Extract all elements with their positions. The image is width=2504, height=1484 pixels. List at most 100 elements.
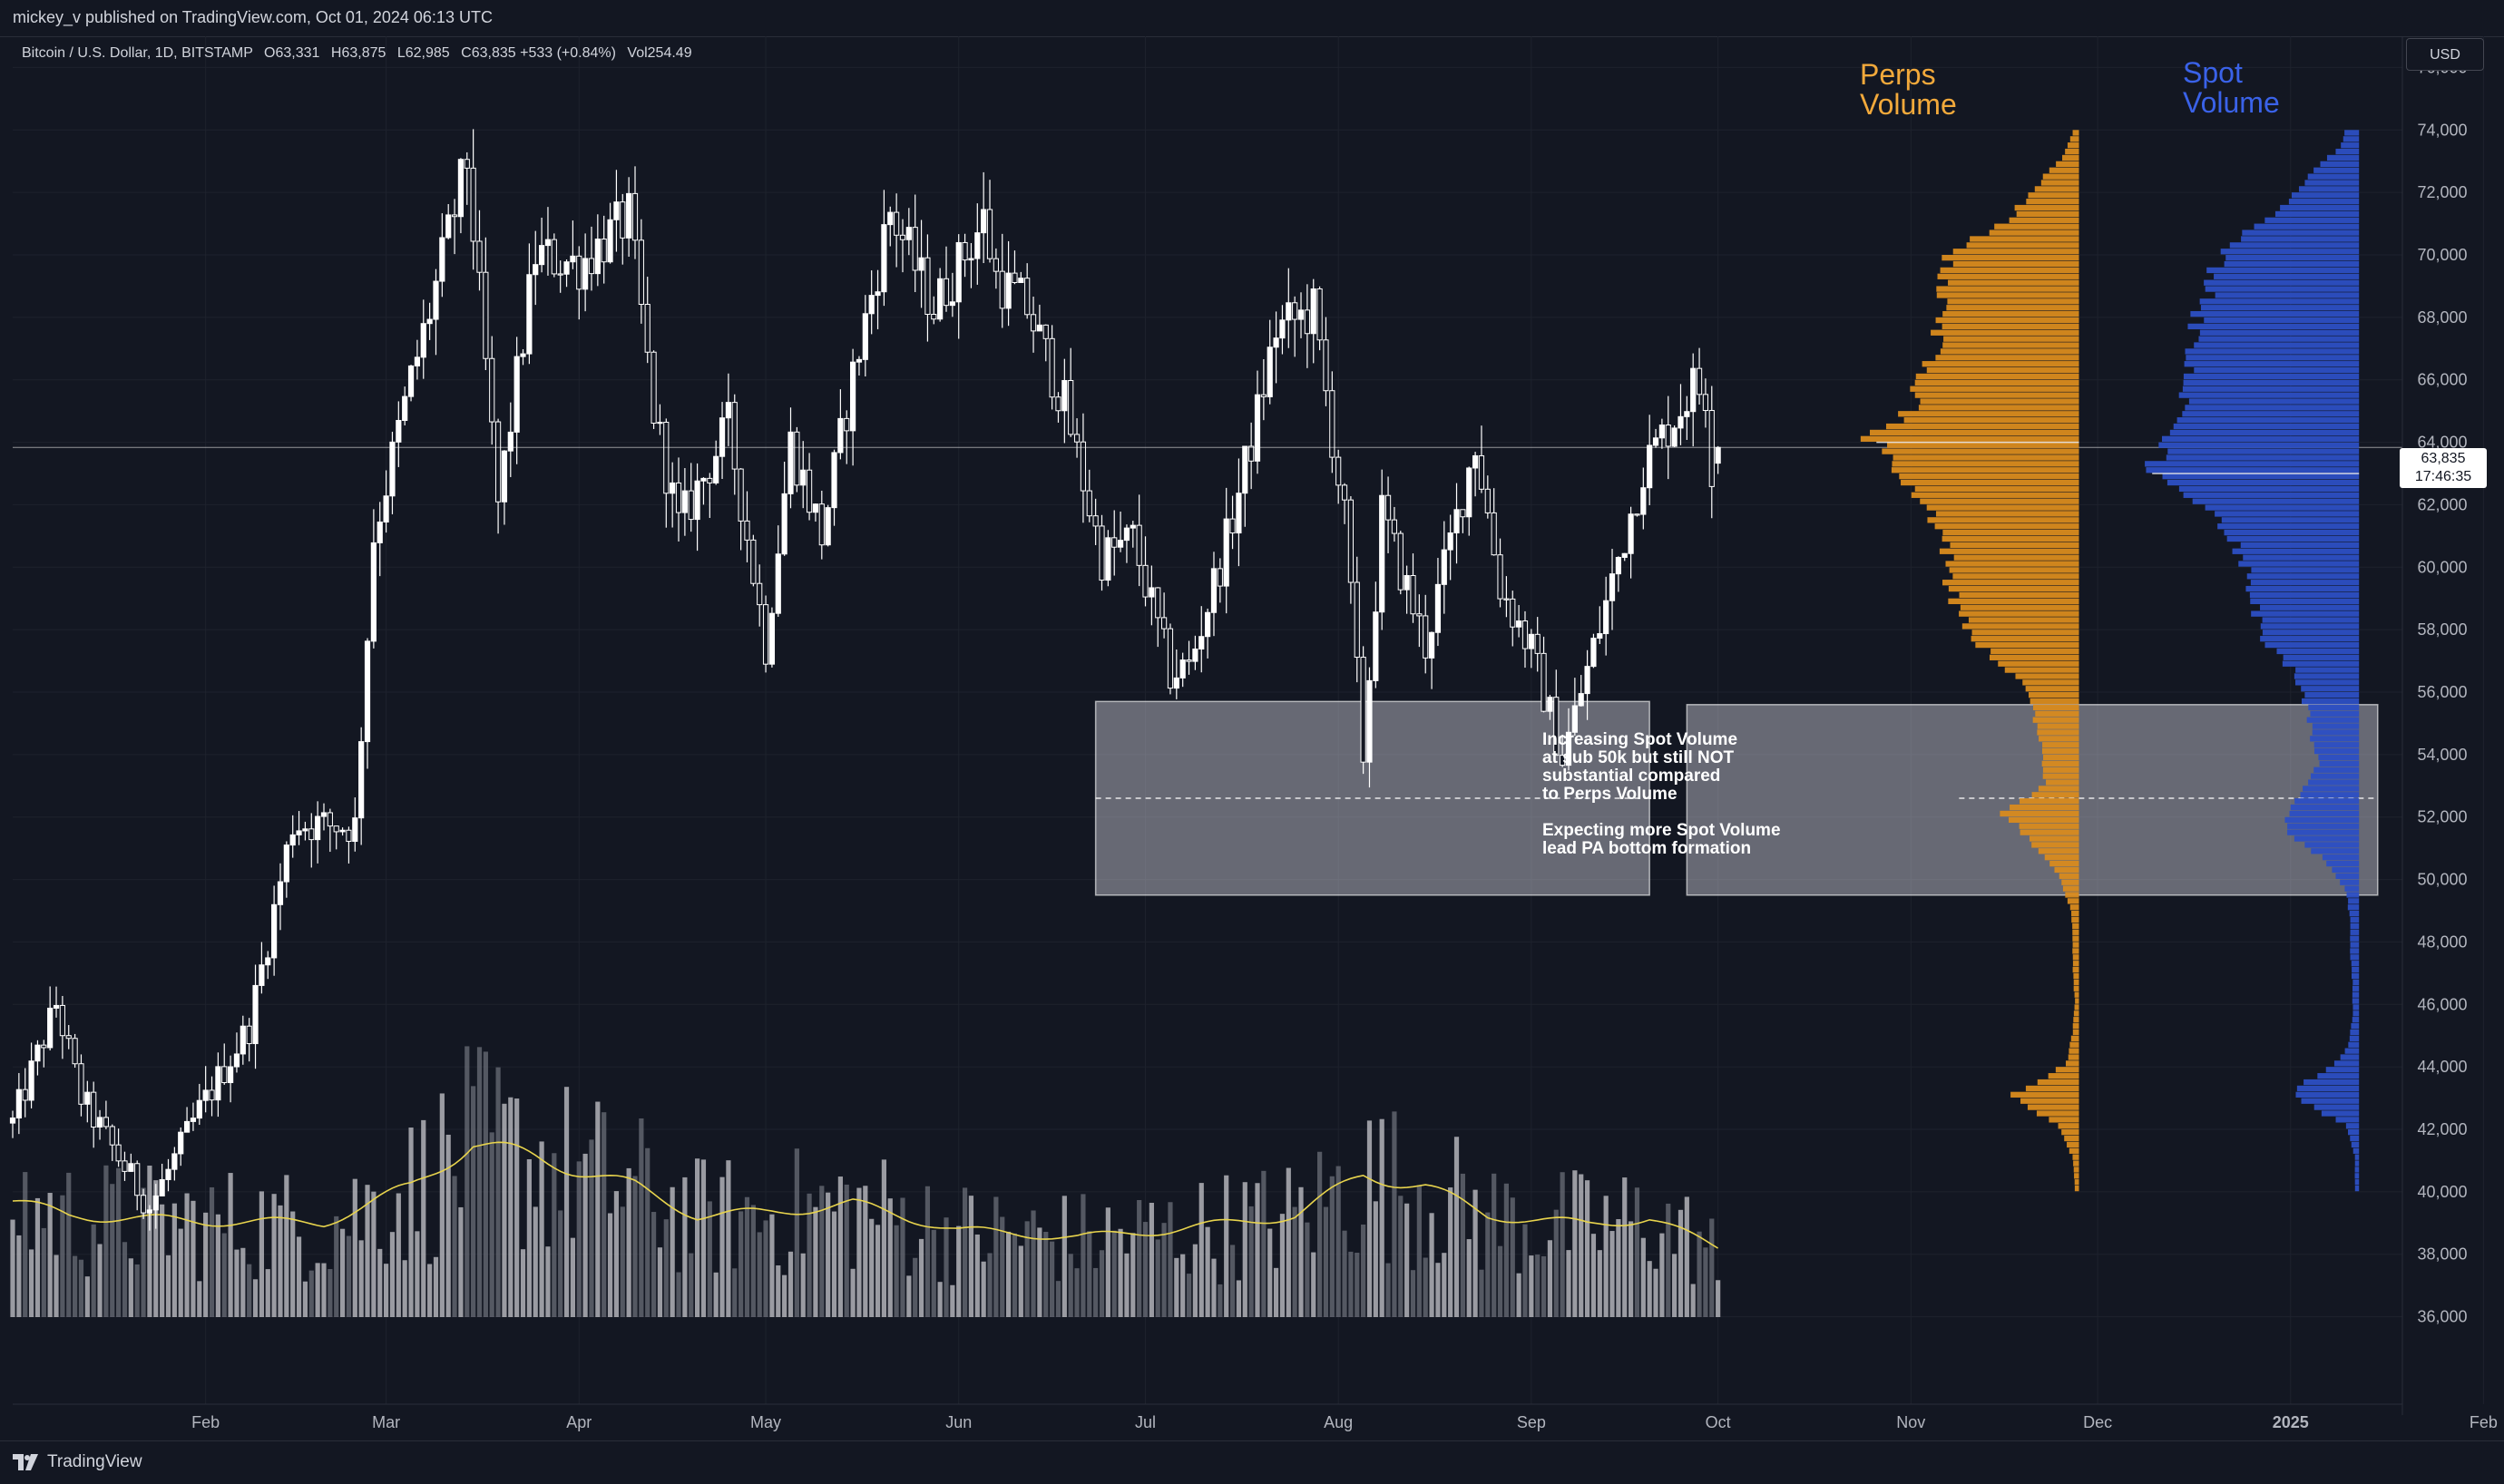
volume-bar	[700, 1159, 707, 1317]
candle-body	[844, 417, 850, 432]
volume-profile-bar	[2333, 1060, 2360, 1067]
volume-profile-bar	[2350, 929, 2360, 935]
candle-body	[1491, 512, 1497, 556]
candle-body	[1018, 278, 1024, 283]
volume-bar	[1031, 1210, 1036, 1317]
candle-body	[146, 1209, 153, 1214]
volume-bar	[408, 1128, 414, 1317]
candle-body	[1198, 636, 1205, 650]
candle-body	[781, 493, 787, 555]
candle-body	[327, 812, 333, 827]
candle-body	[986, 209, 993, 259]
candle-body	[494, 421, 502, 503]
volume-profile-bar	[2146, 467, 2360, 474]
volume-profile-bar	[2232, 548, 2360, 554]
volume-bar	[552, 1153, 557, 1317]
open-label: O	[264, 45, 276, 61]
candle-body	[165, 1168, 171, 1180]
annotation-text-2: Expecting more Spot Volume lead PA botto…	[1542, 821, 1781, 858]
volume-profile-bar	[2354, 1167, 2360, 1173]
volume-profile-bar	[2071, 911, 2079, 917]
candle-body	[837, 417, 844, 454]
candle-body	[1273, 337, 1279, 348]
candle-body	[159, 1178, 165, 1196]
volume-bar	[1087, 1231, 1092, 1317]
candle-body	[1472, 454, 1479, 469]
volume-profile-bar	[1935, 355, 2079, 361]
candle-body	[1142, 564, 1149, 598]
volume-profile-bar	[2317, 1073, 2360, 1079]
volume-bar	[1497, 1245, 1503, 1317]
candle-body	[190, 1118, 197, 1122]
volume-profile-bar	[2352, 1017, 2360, 1023]
volume-profile-bar	[2294, 673, 2360, 679]
candle-body	[1099, 525, 1105, 581]
volume-profile-bar	[2206, 267, 2360, 274]
volume-bar	[483, 1051, 488, 1317]
volume-bar	[1572, 1170, 1578, 1317]
volume-profile-bar	[2074, 1185, 2079, 1192]
volume-profile-bar	[2042, 773, 2079, 779]
open-value: 63,331	[275, 45, 320, 61]
candle-body	[1397, 532, 1404, 591]
volume-profile-bar	[1966, 242, 2079, 249]
volume-bar	[1535, 1255, 1541, 1317]
volume-profile-bar	[1911, 492, 2079, 498]
candle-body	[576, 255, 582, 290]
tradingview-logo[interactable]: TradingView	[13, 1452, 142, 1472]
volume-bar	[122, 1242, 128, 1317]
candle-body	[252, 984, 259, 1045]
volume-profile-bar	[2199, 298, 2360, 305]
candle-body	[912, 227, 918, 271]
candle-body	[1578, 693, 1584, 707]
volume-profile-bar	[1936, 292, 2079, 298]
volume-bar	[191, 1200, 196, 1317]
volume-bar	[23, 1172, 28, 1317]
candle-body	[588, 258, 595, 275]
volume-bar	[165, 1255, 171, 1317]
candle-body	[631, 192, 639, 241]
candle-body	[544, 239, 552, 247]
volume-profile-bar	[2310, 773, 2360, 779]
volume-bar	[981, 1261, 986, 1317]
volume-bar	[1442, 1253, 1447, 1317]
candle-body	[1036, 324, 1043, 332]
price-tick-label: 36,000	[2417, 1308, 2467, 1326]
volume-profile-bar	[2042, 766, 2079, 773]
volume-bar	[1361, 1224, 1366, 1317]
volume-profile-bar	[2242, 229, 2360, 236]
volume-bar	[252, 1279, 259, 1317]
volume-profile-bar	[2301, 1098, 2360, 1104]
volume-bar	[209, 1186, 215, 1317]
candle-body	[233, 1053, 240, 1068]
candle-body	[53, 1004, 60, 1009]
price-tick-label: 38,000	[2417, 1245, 2467, 1264]
volume-bar	[1690, 1284, 1696, 1317]
volume-profile-bar	[2069, 1041, 2079, 1048]
spot-volume-title: Spot Volume	[2183, 56, 2280, 119]
price-tick-label: 56,000	[2417, 683, 2467, 701]
candle-body	[1478, 454, 1485, 490]
volume-bar	[290, 1211, 296, 1317]
volume-profile-bar	[2217, 523, 2360, 530]
volume-bar	[944, 1217, 949, 1317]
volume-bar	[171, 1203, 177, 1317]
candle-body	[1603, 600, 1609, 635]
volume-bar	[1012, 1233, 1018, 1317]
volume-profile-bar	[2031, 792, 2079, 798]
volume-profile-bar	[2224, 529, 2360, 536]
annotation-text-1: Increasing Spot Volume at sub 50k but st…	[1542, 730, 1738, 804]
volume-profile-bar	[1942, 529, 2079, 536]
candle-body	[1304, 309, 1310, 335]
volume-profile-bar	[1935, 317, 2079, 324]
volume-bar	[539, 1141, 544, 1317]
volume-bar	[807, 1193, 812, 1317]
volume-bar	[962, 1187, 968, 1317]
candle-body	[370, 542, 377, 642]
currency-button[interactable]: USD	[2406, 38, 2484, 71]
volume-bar	[826, 1192, 831, 1317]
candle-body	[1379, 494, 1385, 613]
candle-body	[1005, 272, 1012, 309]
volume-profile-bar	[2313, 742, 2360, 748]
